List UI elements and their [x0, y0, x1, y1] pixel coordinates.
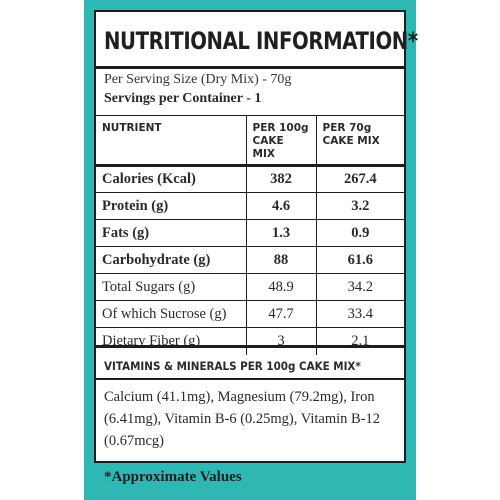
value-per-100g: 1.3: [245, 219, 316, 247]
nutrient-name: Protein (g): [96, 192, 246, 220]
table-row: Protein (g) 4.6 3.2: [96, 192, 404, 220]
header-per-70g: PER 70g CAKE MIX: [315, 115, 404, 166]
divider: [96, 345, 404, 348]
table-row: Of which Sucrose (g) 47.7 33.4: [96, 300, 404, 328]
approximate-values-footnote: *Approximate Values: [104, 469, 242, 485]
table-row: Carbohydrate (g) 88 61.6: [96, 246, 404, 274]
table-row: Dietary Fiber (g) 3 2.1: [96, 327, 404, 355]
serving-size: Per Serving Size (Dry Mix) - 70g: [104, 72, 292, 87]
nutrient-name: Calories (Kcal): [96, 164, 246, 193]
nutrition-label: NUTRITIONAL INFORMATION* Per Serving Siz…: [94, 10, 418, 463]
value-per-70g: 0.9: [315, 219, 404, 247]
value-per-70g: 34.2: [315, 273, 404, 301]
servings-per-container: Servings per Container - 1: [104, 91, 262, 106]
value-per-70g: 33.4: [315, 300, 404, 328]
vitamins-text: Calcium (41.1mg), Magnesium (79.2mg), Ir…: [104, 389, 381, 449]
nutrient-name: Fats (g): [96, 219, 246, 247]
table-header-row: NUTRIENT PER 100g CAKE MIX PER 70g CAKE …: [96, 115, 404, 166]
nutrition-table: NUTRIENT PER 100g CAKE MIX PER 70g CAKE …: [96, 115, 404, 355]
value-per-70g: 3.2: [315, 192, 404, 220]
value-per-100g: 48.9: [245, 273, 316, 301]
value-per-100g: 88: [245, 246, 316, 274]
value-per-70g: 2.1: [315, 327, 404, 355]
header-per-100g: PER 100g CAKE MIX: [245, 115, 316, 166]
divider: [96, 66, 404, 69]
table-row: Fats (g) 1.3 0.9: [96, 219, 404, 247]
value-per-70g: 61.6: [315, 246, 404, 274]
nutrient-name: Carbohydrate (g): [96, 246, 246, 274]
divider: [96, 378, 404, 380]
value-per-100g: 47.7: [245, 300, 316, 328]
value-per-70g: 267.4: [315, 164, 404, 193]
table-row: Calories (Kcal) 382 267.4: [96, 164, 404, 193]
value-per-100g: 382: [245, 164, 316, 193]
header-nutrient: NUTRIENT: [96, 115, 246, 166]
nutrient-name: Dietary Fiber (g): [96, 327, 246, 355]
vitamins-heading: VITAMINS & MINERALS PER 100g CAKE MIX*: [104, 359, 361, 373]
value-per-100g: 4.6: [245, 192, 316, 220]
table-row: Total Sugars (g) 48.9 34.2: [96, 273, 404, 301]
label-title: NUTRITIONAL INFORMATION*: [104, 27, 418, 55]
nutrient-name: Total Sugars (g): [96, 273, 246, 301]
nutrient-name: Of which Sucrose (g): [96, 300, 246, 328]
value-per-100g: 3: [245, 327, 316, 355]
